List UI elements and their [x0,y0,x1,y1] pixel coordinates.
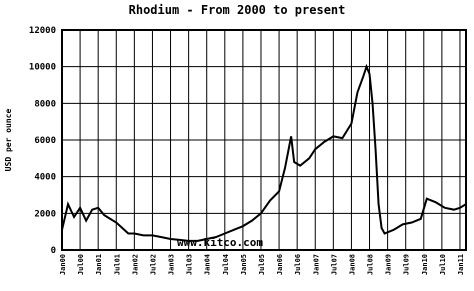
x-tick-label: Jul01 [113,254,121,275]
y-tick-label: 12000 [29,26,56,36]
x-tick-label: Jul09 [403,254,411,275]
x-tick-label: Jul10 [439,254,447,275]
y-tick-label: 4000 [34,173,56,183]
x-tick-label: Jul07 [330,254,338,275]
x-tick-label: Jan00 [59,254,67,275]
x-tick-label: Jan11 [457,254,465,275]
x-tick-label: Jan05 [240,254,248,275]
x-tick-label: Jan09 [385,254,393,275]
plot-frame [61,29,467,251]
x-tick-label: Jul03 [186,254,194,275]
y-tick-label: 6000 [34,136,56,146]
x-tick-label: Jan04 [204,254,212,275]
x-tick-label: Jan06 [276,254,284,275]
y-tick-label: 0 [51,246,56,256]
x-tick-label: Jan07 [312,254,320,275]
line-series [61,63,467,242]
x-tick-label: Jul02 [149,254,157,275]
x-tick-label: Jul04 [222,254,230,275]
y-axis-label: USD per ounce [4,109,13,172]
y-tick-label: 8000 [34,99,56,109]
chart-title: Rhodium - From 2000 to present [129,3,346,17]
x-tick-label: Jul05 [258,254,266,275]
x-tick-label: Jan02 [131,254,139,275]
y-tick-label: 10000 [29,63,56,73]
x-tick-label: Jul08 [367,254,375,275]
watermark: www.kitco.com [177,236,263,249]
x-tick-label: Jan01 [95,254,103,275]
y-tick-label: 2000 [34,209,56,219]
x-tick-label: Jul06 [294,254,302,275]
x-tick-label: Jul00 [77,254,85,275]
x-tick-label: Jan10 [421,254,429,275]
x-tick-label: Jan08 [348,254,356,275]
x-tick-label: Jan03 [168,254,176,275]
